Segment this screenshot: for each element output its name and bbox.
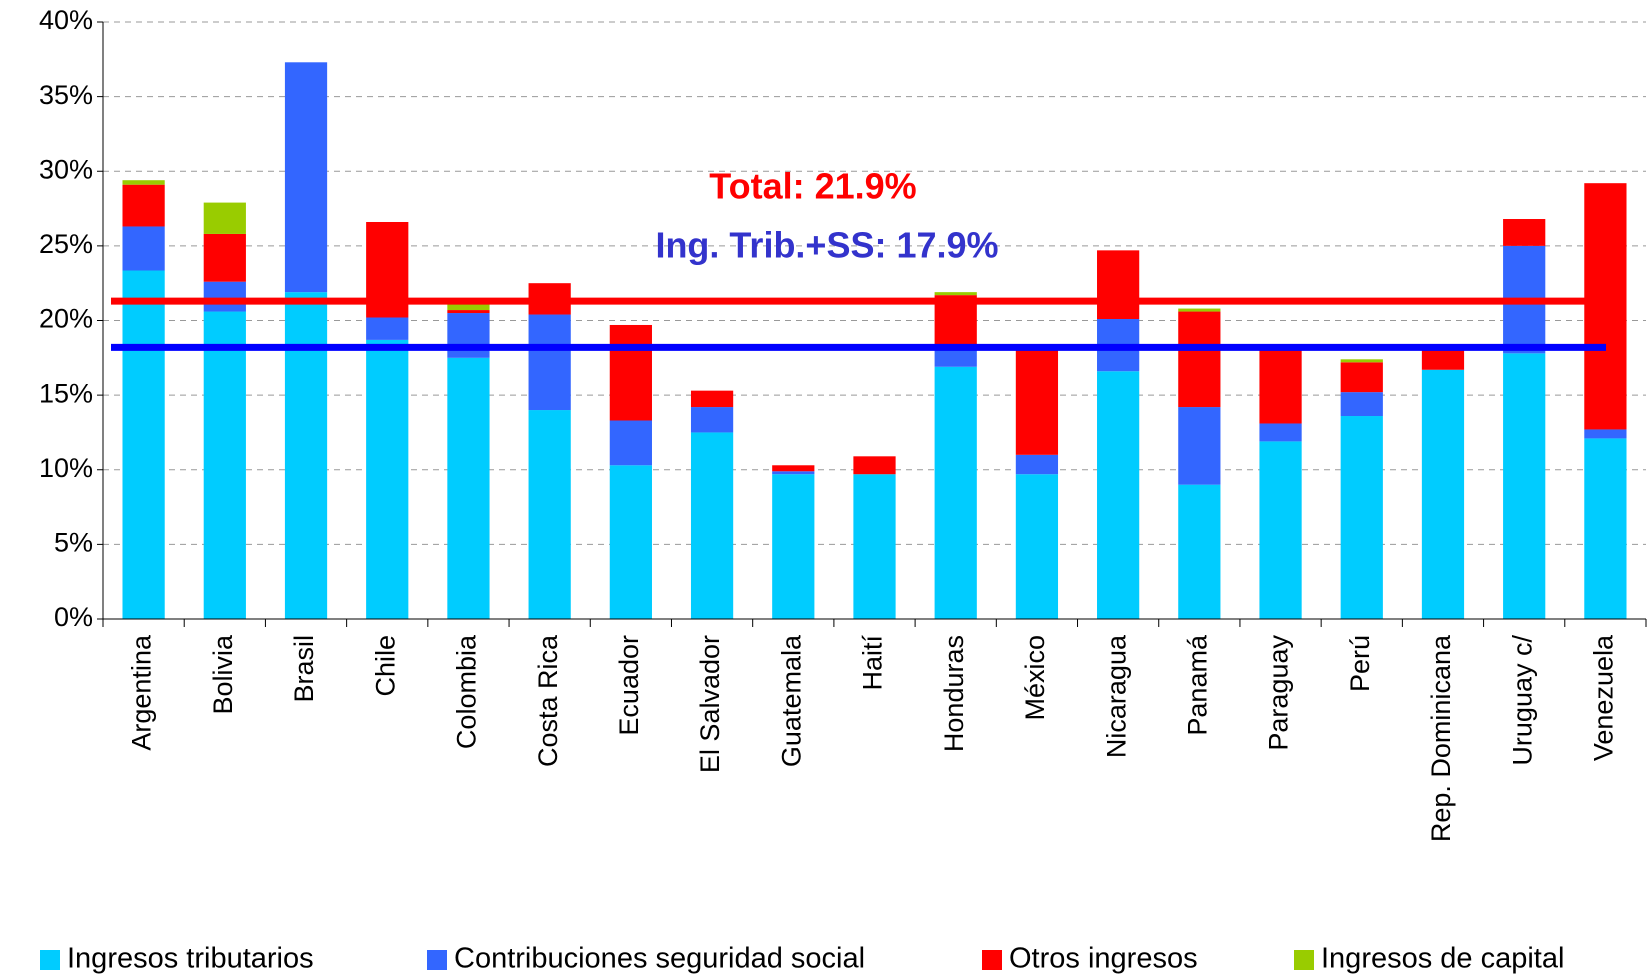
legend-label: Otros ingresos	[1009, 943, 1198, 975]
bar-segment	[1503, 219, 1546, 246]
bar-segment	[1178, 311, 1221, 408]
bar-segment	[609, 420, 652, 466]
bar-segment	[853, 456, 896, 475]
bar-segment	[447, 299, 490, 311]
bar-segment	[1584, 429, 1627, 439]
x-tick-label: Bolivia	[208, 634, 238, 715]
x-tick-label: Uruguay c/	[1507, 635, 1537, 766]
bar-segment	[1584, 438, 1627, 619]
x-tick-label: Venezuela	[1589, 634, 1619, 761]
x-tick-label: Honduras	[939, 635, 969, 752]
bar-segment	[366, 339, 409, 619]
bar-segment	[203, 281, 246, 312]
y-tick-label: 15%	[39, 378, 93, 408]
y-tick-label: 10%	[39, 453, 93, 483]
bar-segment	[1259, 350, 1302, 424]
bar-segment	[284, 292, 328, 619]
x-tick-label: Costa Rica	[533, 634, 563, 767]
x-tick-label: Argentina	[127, 634, 157, 751]
x-tick-label: Colombia	[452, 634, 482, 749]
bar-segment	[447, 310, 490, 314]
annotation: Ing. Trib.+SS: 17.9%	[655, 225, 998, 266]
x-tick-label: Haití	[858, 635, 888, 691]
bar-segment	[772, 465, 815, 472]
x-tick-label: México	[1020, 635, 1050, 721]
bar-segment	[122, 184, 165, 227]
bar-segment	[122, 226, 165, 271]
legend-label: Contribuciones seguridad social	[454, 943, 865, 975]
bar-segment	[1178, 484, 1221, 619]
legend-label: Ingresos de capital	[1321, 943, 1564, 975]
bar-segment	[609, 465, 652, 619]
x-tick-label: Chile	[370, 635, 400, 697]
legend-label: Ingresos tributarios	[67, 943, 314, 975]
bar-segment	[447, 313, 490, 358]
bar-segment	[1178, 407, 1221, 485]
bar-segment	[1584, 183, 1627, 430]
bar-segment	[772, 471, 815, 475]
bar-segment	[1421, 350, 1465, 370]
bar-segment	[122, 180, 165, 185]
bar-segment	[853, 474, 896, 619]
y-tick-label: 25%	[39, 229, 93, 259]
bar-segment	[609, 324, 652, 421]
bar-segment	[1340, 359, 1383, 363]
annotation: Total: 21.9%	[709, 166, 916, 207]
bar-segment	[1097, 371, 1140, 619]
x-tick-label: Ecuador	[614, 635, 644, 736]
legend-swatch	[40, 950, 60, 970]
bar-segment	[1097, 250, 1140, 320]
bar-segment	[366, 317, 409, 340]
bar-segment	[284, 62, 328, 293]
legend-swatch	[427, 950, 447, 970]
bar-segment	[447, 357, 490, 619]
bar-segment	[122, 270, 165, 619]
bar-segment	[772, 474, 815, 619]
bar-segment	[203, 311, 246, 619]
y-tick-label: 5%	[54, 528, 93, 558]
bar-segment	[1015, 474, 1059, 619]
bar-segment	[690, 407, 734, 433]
x-tick-label: Perú	[1345, 635, 1375, 692]
bar-segment	[203, 233, 246, 282]
bar-segment	[1015, 454, 1059, 475]
y-tick-label: 35%	[39, 80, 93, 110]
bar-segment	[1015, 347, 1059, 455]
y-tick-label: 40%	[39, 5, 93, 35]
x-tick-label: Rep. Dominicana	[1426, 634, 1456, 842]
x-tick-label: Brasil	[289, 635, 319, 703]
bar-segment	[1259, 423, 1302, 442]
x-tick-label: El Salvador	[695, 635, 725, 773]
y-tick-label: 30%	[39, 154, 93, 184]
bar-segment	[1340, 392, 1383, 417]
y-tick-label: 20%	[39, 304, 93, 334]
x-tick-label: Paraguay	[1264, 635, 1294, 751]
bar-segment	[1259, 441, 1302, 619]
bar-segment	[528, 410, 571, 619]
bar-segment	[934, 292, 977, 296]
bar-segment	[1421, 369, 1465, 619]
bar-segment	[934, 366, 977, 619]
y-tick-label: 0%	[54, 602, 93, 632]
bar-segment	[528, 314, 571, 411]
bar-segment	[690, 390, 734, 408]
bar-segment	[1503, 353, 1546, 619]
bar-segment	[1340, 416, 1383, 619]
bar-segment	[1178, 308, 1221, 312]
x-tick-label: Guatemala	[776, 634, 806, 767]
x-tick-label: Nicaragua	[1101, 634, 1131, 758]
bar-segment	[203, 202, 246, 234]
legend-swatch	[1294, 950, 1314, 970]
bar-segment	[1340, 362, 1383, 393]
legend-swatch	[982, 950, 1002, 970]
x-tick-label: Panamá	[1182, 634, 1212, 736]
bar-segment	[690, 432, 734, 619]
